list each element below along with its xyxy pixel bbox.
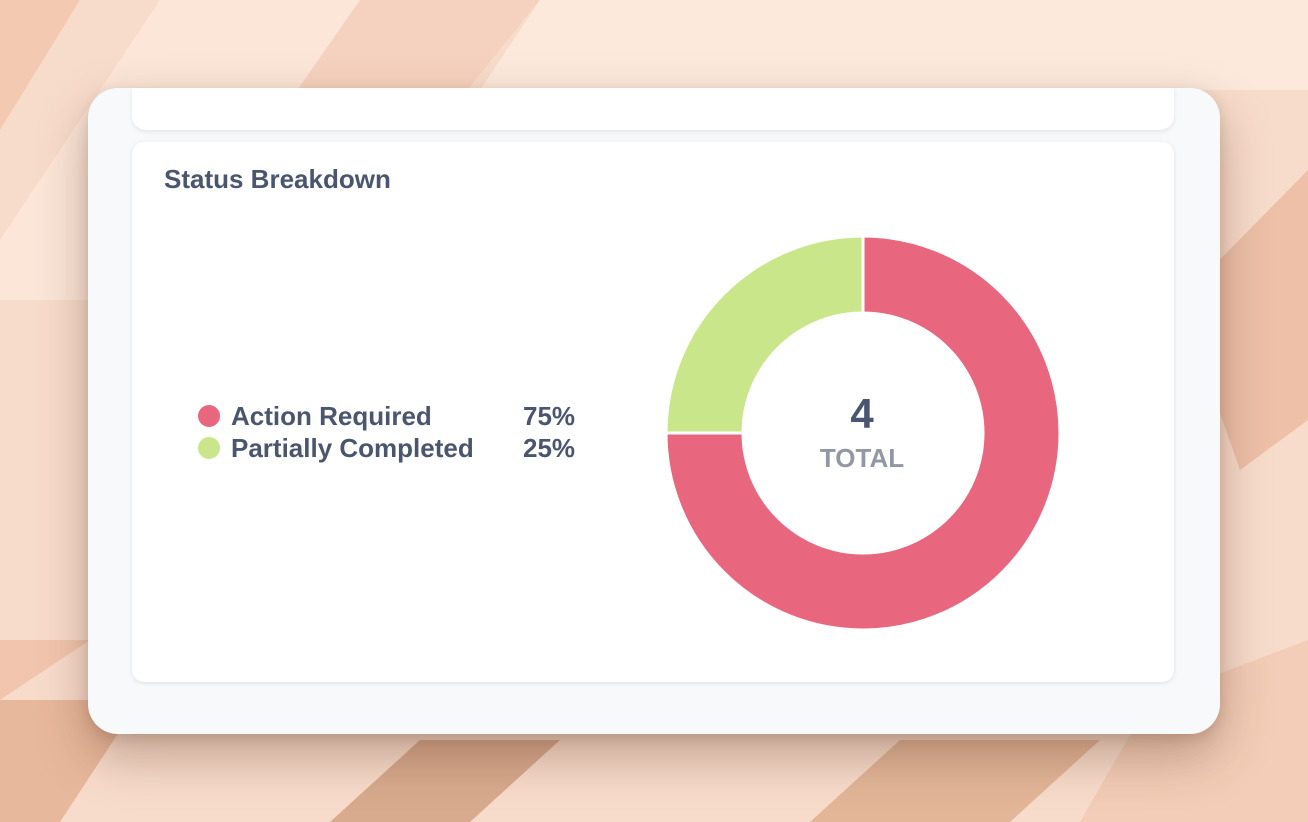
legend-swatch-partially-completed: [198, 437, 220, 459]
chart-legend: Action Required 75% Partially Completed …: [198, 400, 575, 464]
donut-total-value: 4: [850, 390, 874, 437]
donut-chart: [664, 234, 1062, 632]
dashboard-panel: Status Breakdown Action Required 75% Par…: [88, 88, 1220, 734]
legend-item-partially-completed[interactable]: Partially Completed 25%: [198, 432, 575, 464]
legend-value: 25%: [523, 432, 576, 463]
legend-label: Partially Completed: [231, 432, 474, 463]
legend-value: 75%: [523, 400, 576, 431]
legend-swatch-action-required: [198, 405, 220, 427]
donut-total-label: TOTAL: [819, 443, 905, 473]
donut-slice-partially-completed[interactable]: [664, 234, 865, 435]
legend-label: Action Required: [231, 400, 432, 431]
card-title: Status Breakdown: [164, 164, 391, 194]
donut-slice-action-required[interactable]: [664, 234, 1062, 632]
previous-card-edge: [132, 88, 1174, 130]
status-breakdown-card: Status Breakdown Action Required 75% Par…: [132, 142, 1174, 682]
legend-item-action-required[interactable]: Action Required 75%: [198, 400, 575, 432]
